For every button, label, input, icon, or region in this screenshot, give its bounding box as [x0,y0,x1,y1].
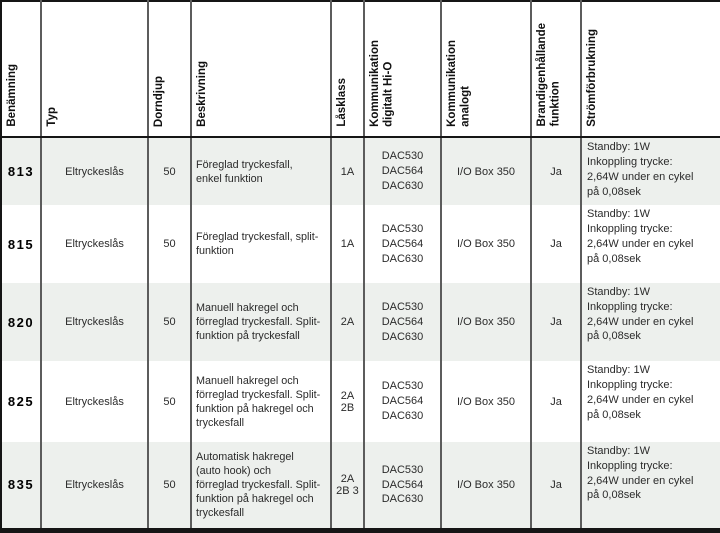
cell-typ: Eltryckeslås [40,441,148,531]
cell-beskrivning: Automatisk hakregel (auto hook) och förr… [190,441,331,531]
cell-dorndjup: 50 [147,282,191,362]
column-header-brandigenhallande: Brandigenhållande funktion [530,1,581,138]
column-header-label: Brandigenhållande funktion [536,23,562,127]
cell-lasklass: 2A [330,282,364,362]
cell-dorndjup: 50 [147,205,191,283]
cell-stromforbrukning: Standby: 1W Inkoppling trycke: 2,64W und… [580,205,720,283]
table-row: 820 Eltryckeslås 50 Manuell hakregel och… [1,282,720,362]
cell-benamning: 815 [1,205,41,283]
cell-stromforbrukning: Standby: 1W Inkoppling trycke: 2,64W und… [580,441,720,531]
table-row: 835 Eltryckeslås 50 Automatisk hakregel … [1,441,720,531]
cell-brandigenhallande: Ja [530,137,581,206]
cell-brandigenhallande: Ja [530,361,581,442]
column-header-kommunikation-digitalt: Kommunikation digitalt Hi-O [363,1,441,138]
cell-benamning: 813 [1,137,41,206]
column-header-label: Strömförbrukning [586,29,598,127]
cell-lasklass: 1A [330,205,364,283]
cell-lasklass: 2A 2B [330,361,364,442]
cell-kommunikation-digitalt: DAC530 DAC564 DAC630 [363,361,441,442]
table-row: 825 Eltryckeslås 50 Manuell hakregel och… [1,361,720,442]
cell-typ: Eltryckeslås [40,137,148,206]
header-row: Benämning Typ Dorndjup Beskrivning Låskl… [1,1,720,138]
cell-beskrivning: Föreglad tryckesfall, split- funktion [190,205,331,283]
cell-kommunikation-analogt: I/O Box 350 [440,205,531,283]
cell-benamning: 825 [1,361,41,442]
cell-dorndjup: 50 [147,137,191,206]
cell-dorndjup: 50 [147,441,191,531]
column-header-kommunikation-analogt: Kommunikation analogt [440,1,531,138]
column-header-label: Dorndjup [153,75,165,127]
cell-kommunikation-analogt: I/O Box 350 [440,361,531,442]
cell-dorndjup: 50 [147,361,191,442]
cell-beskrivning: Manuell hakregel och förreglad tryckesfa… [190,361,331,442]
column-header-label: Låsklass [336,78,348,127]
column-header-dorndjup: Dorndjup [147,1,191,138]
cell-kommunikation-analogt: I/O Box 350 [440,441,531,531]
column-header-label: Kommunikation analogt [446,40,472,127]
cell-lasklass: 2A 2B 3 [330,441,364,531]
column-header-label: Benämning [6,64,18,127]
column-header-label: Typ [46,107,58,127]
column-header-label: Beskrivning [196,61,208,127]
cell-stromforbrukning: Standby: 1W Inkoppling trycke: 2,64W und… [580,137,720,206]
cell-brandigenhallande: Ja [530,205,581,283]
cell-kommunikation-analogt: I/O Box 350 [440,137,531,206]
column-header-label: Kommunikation digitalt Hi-O [369,40,395,127]
cell-benamning: 835 [1,441,41,531]
cell-kommunikation-digitalt: DAC530 DAC564 DAC630 [363,205,441,283]
cell-kommunikation-digitalt: DAC530 DAC564 DAC630 [363,137,441,206]
cell-typ: Eltryckeslås [40,205,148,283]
cell-benamning: 820 [1,282,41,362]
cell-beskrivning: Föreglad tryckesfall, enkel funktion [190,137,331,206]
column-header-typ: Typ [40,1,148,138]
cell-stromforbrukning: Standby: 1W Inkoppling trycke: 2,64W und… [580,361,720,442]
column-header-benamning: Benämning [1,1,41,138]
cell-stromforbrukning: Standby: 1W Inkoppling trycke: 2,64W und… [580,282,720,362]
cell-brandigenhallande: Ja [530,441,581,531]
column-header-beskrivning: Beskrivning [190,1,331,138]
cell-brandigenhallande: Ja [530,282,581,362]
cell-typ: Eltryckeslås [40,361,148,442]
cell-typ: Eltryckeslås [40,282,148,362]
column-header-stromforbrukning: Strömförbrukning [580,1,720,138]
table-row: 815 Eltryckeslås 50 Föreglad tryckesfall… [1,205,720,283]
cell-beskrivning: Manuell hakregel och förreglad tryckesfa… [190,282,331,362]
column-header-lasklass: Låsklass [330,1,364,138]
cell-lasklass: 1A [330,137,364,206]
cell-kommunikation-analogt: I/O Box 350 [440,282,531,362]
cell-kommunikation-digitalt: DAC530 DAC564 DAC630 [363,441,441,531]
cell-kommunikation-digitalt: DAC530 DAC564 DAC630 [363,282,441,362]
table-row: 813 Eltryckeslås 50 Föreglad tryckesfall… [1,137,720,206]
